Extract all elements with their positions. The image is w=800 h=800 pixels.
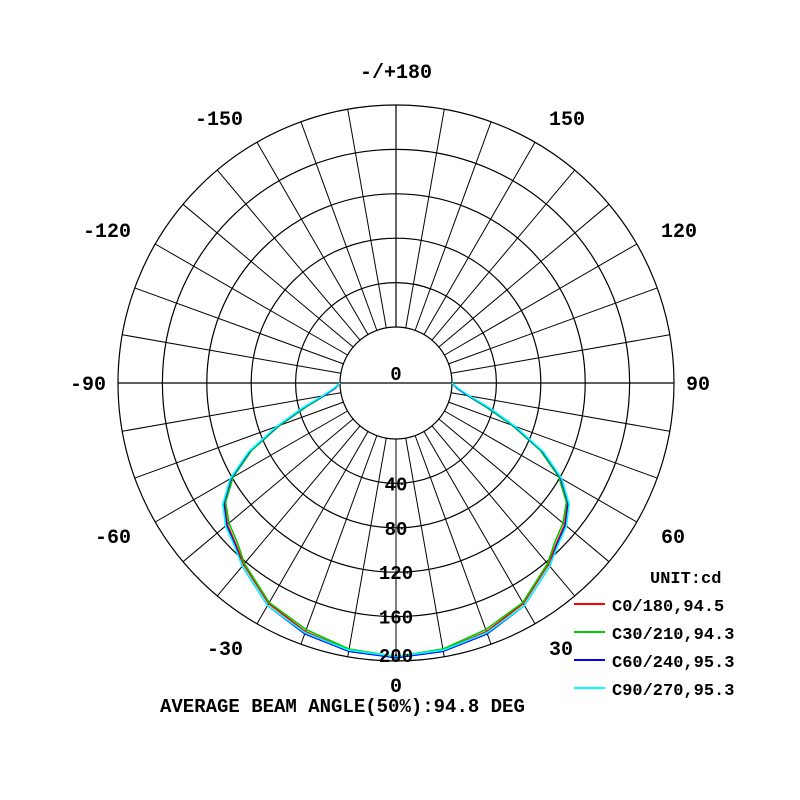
grid-spoke	[448, 287, 658, 365]
grid-spoke	[451, 334, 670, 374]
grid-spoke	[182, 203, 354, 348]
grid-spoke	[423, 431, 536, 625]
grid-spoke	[448, 401, 658, 479]
grid-spoke	[122, 392, 341, 432]
grid-spoke	[431, 425, 576, 597]
angle-label: -90	[70, 374, 106, 397]
grid-spoke	[438, 203, 610, 348]
grid-spoke	[256, 431, 369, 625]
grid-spoke	[216, 169, 361, 341]
grid-spoke	[134, 401, 344, 479]
radial-tick-label: 0	[390, 364, 401, 386]
grid-spoke	[414, 435, 492, 645]
angle-label: 60	[661, 527, 685, 550]
grid-spoke	[423, 141, 536, 335]
grid-spoke	[154, 410, 348, 523]
polar-grid	[117, 104, 675, 662]
intensity-curves	[222, 382, 570, 659]
angle-label: 90	[686, 374, 710, 397]
legend-entry: C0/180,94.5	[612, 598, 724, 617]
angle-label: -60	[95, 527, 131, 550]
angle-label: 0	[390, 676, 402, 699]
grid-spoke	[347, 109, 387, 328]
grid-spoke	[405, 438, 445, 657]
grid-spoke	[300, 121, 378, 331]
radial-tick-label: 80	[385, 519, 408, 541]
grid-spoke	[451, 392, 670, 432]
series-curve	[222, 382, 570, 658]
grid-spoke	[438, 418, 610, 563]
radial-tick-label: 200	[379, 646, 413, 668]
grid-spoke	[405, 109, 445, 328]
radial-tick-label: 160	[379, 608, 413, 630]
radial-tick-label: 120	[379, 563, 413, 585]
angle-label: -120	[83, 221, 131, 244]
grid-spoke	[300, 435, 378, 645]
angle-label: 150	[549, 109, 585, 132]
angle-label: -30	[207, 639, 243, 662]
grid-spoke	[154, 243, 348, 356]
grid-spoke	[431, 169, 576, 341]
legend-entry: C90/270,95.3	[612, 682, 734, 701]
grid-spoke	[122, 334, 341, 374]
angle-labels: -/+180 150 -150 120 -120 90 -90 60 -60 30 -30 0	[70, 62, 710, 699]
grid-spoke	[347, 438, 387, 657]
radial-tick-label: 40	[385, 474, 408, 496]
grid-spoke	[444, 243, 638, 356]
angle-label: -/+180	[360, 62, 432, 85]
beam-angle-footer: AVERAGE BEAM ANGLE(50%):94.8 DEG	[160, 696, 525, 718]
grid-spoke	[182, 418, 354, 563]
grid-spoke	[414, 121, 492, 331]
grid-spoke	[444, 410, 638, 523]
angle-label: 120	[661, 221, 697, 244]
legend-entry: C30/210,94.3	[612, 626, 734, 645]
unit-label: UNIT:cd	[650, 570, 721, 589]
angle-label: -150	[195, 109, 243, 132]
angle-label: 30	[549, 639, 573, 662]
grid-spoke	[256, 141, 369, 335]
legend-entry: C60/240,95.3	[612, 654, 734, 673]
legend: UNIT:cd C0/180,94.5 C30/210,94.3 C60/240,9…	[574, 570, 734, 701]
grid-spoke	[134, 287, 344, 365]
radial-tick-labels: 0 40 80 120 160 200	[379, 364, 413, 668]
grid-spoke	[216, 425, 361, 597]
